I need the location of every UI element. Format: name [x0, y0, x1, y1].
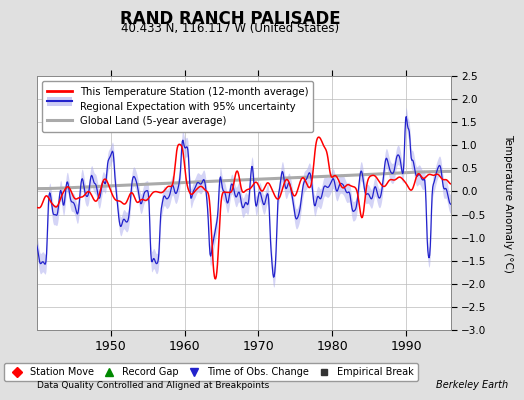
Text: Berkeley Earth: Berkeley Earth — [436, 380, 508, 390]
Text: 40.433 N, 116.117 W (United States): 40.433 N, 116.117 W (United States) — [122, 22, 340, 35]
Y-axis label: Temperature Anomaly (°C): Temperature Anomaly (°C) — [503, 134, 513, 272]
Legend: Station Move, Record Gap, Time of Obs. Change, Empirical Break: Station Move, Record Gap, Time of Obs. C… — [4, 363, 418, 381]
Text: RAND RANCH PALISADE: RAND RANCH PALISADE — [120, 10, 341, 28]
Text: Data Quality Controlled and Aligned at Breakpoints: Data Quality Controlled and Aligned at B… — [37, 381, 269, 390]
